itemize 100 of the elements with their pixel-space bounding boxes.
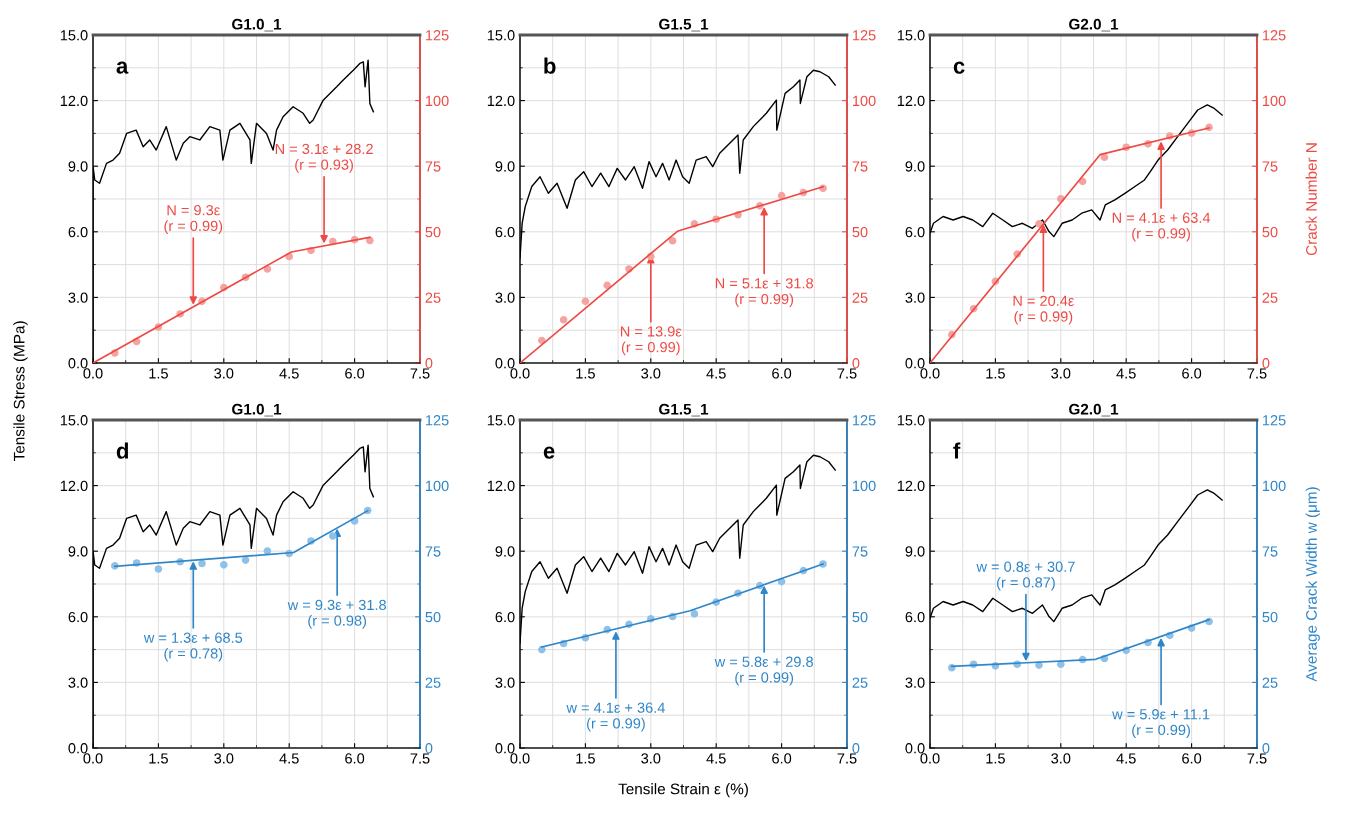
annotation: N = 9.3ε (r = 0.99) bbox=[164, 205, 223, 234]
x-tick-label: 0.0 bbox=[920, 753, 940, 764]
x-tick-label: 3.0 bbox=[1051, 753, 1071, 764]
annotation: w = 1.3ε + 68.5 (r = 0.78) bbox=[143, 632, 243, 662]
y-tick-label: 0.0 bbox=[68, 743, 88, 754]
y-tick-label: 15.0 bbox=[897, 30, 925, 41]
y-tick-label: 12.0 bbox=[60, 480, 88, 492]
annotation: N = 3.1ε + 28.2 (r = 0.93) bbox=[275, 143, 373, 173]
x-tick-label: 1.5 bbox=[986, 753, 1005, 764]
x-tick-label: 3.0 bbox=[641, 368, 661, 379]
x-tick-label: 7.5 bbox=[410, 753, 430, 764]
x-tick-label: 3.0 bbox=[214, 753, 234, 764]
x-tick-label: 4.5 bbox=[1116, 753, 1136, 764]
annotation: N = 20.4ε (r = 0.99) bbox=[1013, 295, 1075, 325]
y2-tick-label: 125 bbox=[425, 415, 449, 426]
y2-tick-label: 0 bbox=[425, 358, 433, 369]
x-tick-label: 4.5 bbox=[1116, 368, 1136, 379]
y-tick-label: 6.0 bbox=[495, 226, 515, 238]
annotation: w = 4.1ε + 36.4 (r = 0.99) bbox=[566, 702, 665, 732]
annotation: e bbox=[543, 446, 555, 459]
chart-title: G1.5_1 bbox=[659, 403, 709, 417]
x-tick-label: 1.5 bbox=[576, 753, 595, 764]
annotation: N = 13.9ε (r = 0.99) bbox=[620, 326, 682, 356]
y2-tick-label: 125 bbox=[852, 30, 876, 41]
point bbox=[263, 547, 272, 555]
x-tick-label: 7.5 bbox=[410, 368, 430, 379]
y2-tick-label: 125 bbox=[1262, 415, 1286, 426]
point bbox=[581, 297, 590, 306]
y2-tick-label: 25 bbox=[425, 292, 441, 303]
chart-title: G1.5_1 bbox=[659, 18, 709, 32]
y2-tick-label: 0 bbox=[852, 743, 860, 754]
x-tick-label: 6.0 bbox=[1182, 753, 1202, 764]
point bbox=[1035, 220, 1043, 228]
y2-tick-label: 50 bbox=[852, 611, 868, 623]
y-tick-label: 3.0 bbox=[68, 292, 88, 303]
point bbox=[690, 610, 699, 618]
y-tick-label: 6.0 bbox=[495, 611, 515, 623]
x-tick-label: 6.0 bbox=[772, 753, 792, 764]
annotation: w = 9.3ε + 31.8 (r = 0.98) bbox=[287, 599, 386, 629]
x-tick-label: 3.0 bbox=[214, 368, 234, 379]
y2-axis-title: Average Crack Width w (μm) bbox=[1305, 487, 1320, 682]
y-tick-label: 9.0 bbox=[905, 546, 925, 557]
y-tick-label: 6.0 bbox=[68, 611, 88, 623]
y-tick-label: 12.0 bbox=[487, 95, 515, 107]
annotation: w = 5.9ε + 11.1 (r = 0.99) bbox=[1112, 709, 1210, 738]
x-tick-label: 1.5 bbox=[149, 368, 168, 379]
y-tick-label: 3.0 bbox=[68, 677, 88, 688]
y-tick-label: 12.0 bbox=[897, 95, 925, 107]
x-tick-label: 4.5 bbox=[706, 753, 726, 764]
y2-tick-label: 50 bbox=[425, 611, 441, 623]
point bbox=[198, 559, 206, 568]
x-tick-label: 0.0 bbox=[920, 368, 940, 379]
y-tick-label: 3.0 bbox=[905, 677, 925, 688]
y-tick-label: 15.0 bbox=[60, 30, 88, 41]
y-tick-label: 9.0 bbox=[68, 161, 88, 172]
y2-tick-label: 100 bbox=[425, 480, 449, 492]
y2-tick-label: 125 bbox=[852, 415, 876, 426]
y2-tick-label: 100 bbox=[852, 95, 876, 107]
chart-title: G1.0_1 bbox=[232, 403, 282, 417]
y2-tick-label: 25 bbox=[425, 677, 441, 688]
y2-tick-label: 25 bbox=[1262, 677, 1278, 688]
chart-title: G2.0_1 bbox=[1069, 403, 1119, 417]
x-tick-label: 0.0 bbox=[83, 753, 103, 764]
y-tick-label: 6.0 bbox=[905, 611, 925, 623]
y2-tick-label: 0 bbox=[1262, 358, 1270, 369]
y2-tick-label: 100 bbox=[1262, 95, 1286, 107]
annotation: b bbox=[544, 57, 556, 74]
x-tick-label: 4.5 bbox=[706, 368, 726, 379]
y2-tick-label: 50 bbox=[1262, 611, 1278, 623]
y2-tick-label: 100 bbox=[425, 95, 449, 107]
y-tick-label: 12.0 bbox=[60, 95, 88, 107]
x-tick-label: 3.0 bbox=[1051, 368, 1071, 379]
y-tick-label: 9.0 bbox=[68, 546, 88, 557]
annotation: w = 5.8ε + 29.8 (r = 0.99) bbox=[714, 656, 813, 686]
y-tick-label: 9.0 bbox=[495, 161, 515, 172]
annotation: c bbox=[953, 61, 965, 74]
y2-axis-title: Crack Number N bbox=[1305, 143, 1317, 256]
x-tick-label: 0.0 bbox=[510, 368, 530, 379]
y2-tick-label: 100 bbox=[852, 480, 876, 492]
x-tick-label: 3.0 bbox=[641, 753, 661, 764]
y2-tick-label: 0 bbox=[425, 743, 433, 754]
point bbox=[220, 561, 228, 569]
y-tick-label: 9.0 bbox=[495, 546, 515, 557]
y2-tick-label: 50 bbox=[425, 226, 441, 238]
x-tick-label: 6.0 bbox=[345, 753, 365, 764]
y2-tick-label: 25 bbox=[852, 677, 868, 688]
y-tick-label: 0.0 bbox=[495, 743, 515, 754]
y2-tick-label: 125 bbox=[425, 30, 449, 41]
y-tick-label: 3.0 bbox=[905, 292, 925, 303]
y2-tick-label: 75 bbox=[1262, 546, 1278, 557]
y2-tick-label: 75 bbox=[425, 161, 441, 172]
y-tick-label: 0.0 bbox=[68, 358, 88, 369]
x-tick-label: 1.5 bbox=[986, 368, 1005, 379]
point bbox=[154, 565, 163, 573]
point bbox=[241, 556, 250, 564]
y-tick-label: 0.0 bbox=[905, 743, 925, 754]
y-tick-label: 15.0 bbox=[487, 415, 515, 426]
annotation: a bbox=[116, 61, 129, 74]
y-tick-label: 0.0 bbox=[905, 358, 925, 369]
x-tick-label: 7.5 bbox=[837, 368, 857, 379]
